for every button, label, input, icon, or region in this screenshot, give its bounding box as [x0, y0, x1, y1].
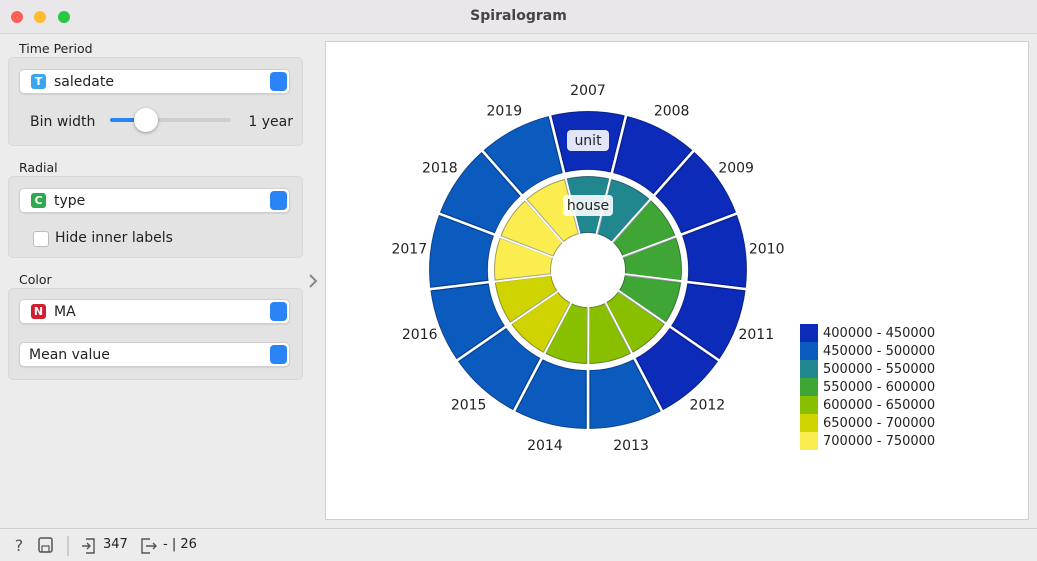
- year-label: 2019: [487, 104, 523, 120]
- segment-outline: [589, 359, 661, 429]
- combo-arrow: [270, 191, 287, 210]
- segment: [523, 176, 581, 245]
- segment-outline: [551, 111, 625, 173]
- combo-box[interactable]: Mean value: [19, 342, 290, 367]
- segment-outline: [526, 178, 579, 243]
- collapse-chevron[interactable]: [306, 272, 320, 290]
- segment-outline: [429, 214, 494, 288]
- segment-outline: [655, 151, 737, 234]
- legend-swatch: [800, 324, 818, 342]
- checkbox[interactable]: [33, 231, 49, 247]
- legend-label: 650000 - 700000: [823, 416, 935, 431]
- output-icon: [141, 538, 157, 554]
- year-label: 2012: [690, 398, 726, 414]
- segment: [480, 113, 566, 198]
- zoom-button[interactable]: [58, 11, 70, 23]
- var-icon: C: [31, 193, 46, 208]
- input-count: 347: [103, 537, 128, 552]
- legend-label: 700000 - 750000: [823, 434, 935, 449]
- ring-label-box: [563, 195, 613, 216]
- segment-outline: [430, 283, 505, 360]
- close-button[interactable]: [11, 11, 23, 23]
- combo-arrow: [270, 302, 287, 321]
- slider-value: 1 year: [248, 114, 293, 130]
- year-label: 2015: [451, 398, 487, 414]
- slider-fill: [110, 118, 147, 122]
- status-bar: ? 347 - | 26: [0, 528, 1037, 561]
- input-icon: [82, 538, 95, 554]
- label: Bin width: [30, 114, 96, 130]
- legend-swatch: [800, 432, 818, 450]
- combo-value: saledate: [54, 74, 114, 90]
- spiralogram: 2007 2008 2009 2010 2011 2012 2013 2014 2015 2016…: [391, 83, 935, 454]
- combo-value: Mean value: [29, 347, 110, 363]
- svg-text:?: ?: [15, 536, 24, 555]
- title-bar: Spiralogram: [0, 0, 1037, 34]
- combo-value: type: [54, 193, 86, 209]
- checkbox-label: Hide inner labels: [55, 230, 173, 246]
- segment-outline: [483, 115, 563, 195]
- legend-label: 600000 - 650000: [823, 398, 935, 413]
- segment-outline: [635, 328, 719, 411]
- group-title: Color: [19, 272, 52, 287]
- output-count: - | 26: [163, 537, 197, 552]
- year-label: 2018: [422, 161, 458, 177]
- year-label: 2016: [402, 327, 438, 343]
- legend-label: 500000 - 550000: [823, 362, 935, 377]
- ring-label: unit: [574, 133, 602, 149]
- legend-label: 450000 - 500000: [823, 344, 935, 359]
- year-label: 2017: [391, 241, 427, 257]
- year-label: 2007: [570, 83, 606, 99]
- year-label: 2010: [749, 241, 785, 257]
- legend-swatch: [800, 396, 818, 414]
- group-title: Time Period: [19, 41, 93, 56]
- year-label: 2011: [738, 327, 774, 343]
- legend-swatch: [800, 414, 818, 432]
- combo-arrow: [270, 72, 287, 91]
- minimize-button[interactable]: [34, 11, 46, 23]
- segment-outline: [515, 359, 587, 429]
- group-title: Radial: [19, 160, 58, 175]
- legend-label: 400000 - 450000: [823, 326, 935, 341]
- segment-outline: [613, 115, 693, 195]
- year-label: 2009: [718, 161, 754, 177]
- ring-label: house: [567, 198, 609, 214]
- segment-outline: [457, 328, 541, 411]
- status-icons[interactable]: ?: [10, 536, 70, 556]
- window-title: Spiralogram: [470, 8, 567, 24]
- year-label: 2013: [613, 438, 649, 454]
- combo-box[interactable]: C type: [19, 188, 290, 213]
- segment-outline: [671, 283, 746, 360]
- segment-outline: [682, 214, 747, 288]
- slider-knob[interactable]: [134, 108, 158, 132]
- ring-label-box: [567, 130, 609, 151]
- combo-arrow: [270, 345, 287, 364]
- var-icon: T: [31, 74, 46, 89]
- legend-swatch: [800, 342, 818, 360]
- combo-box[interactable]: N MA: [19, 299, 290, 324]
- legend-label: 550000 - 600000: [823, 380, 935, 395]
- slider-track: [110, 118, 231, 122]
- legend-swatch: [800, 360, 818, 378]
- legend-swatch: [800, 378, 818, 396]
- year-label: 2014: [527, 438, 563, 454]
- combo-value: MA: [54, 304, 76, 320]
- year-label: 2008: [654, 104, 690, 120]
- segment-outline: [439, 151, 521, 234]
- var-icon: N: [31, 304, 46, 319]
- combo-box[interactable]: T saledate: [19, 69, 290, 94]
